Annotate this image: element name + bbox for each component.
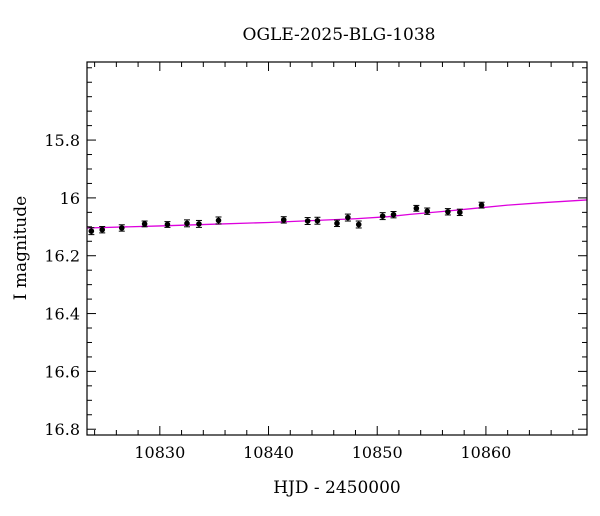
data-point [164,221,171,228]
data-point [344,213,351,222]
data-point [390,210,397,219]
point-marker [184,220,190,227]
data-points [88,201,485,236]
x-tick-label: 10860 [460,443,511,462]
point-marker [88,228,95,234]
point-marker [355,221,362,228]
point-marker [478,202,485,208]
data-point [314,216,321,225]
model-line [86,199,588,229]
model-curve [86,199,588,229]
y-tick-label: 16.8 [44,420,80,439]
y-tick-label: 16 [60,189,80,208]
data-point [195,219,202,228]
y-tick-label: 15.8 [44,131,80,150]
data-point [355,220,362,229]
chart-title: OGLE-2025-BLG-1038 [243,25,436,45]
y-axis-label: I magnitude [11,196,31,300]
data-point [413,204,420,212]
y-tick-label: 16.4 [44,305,80,324]
data-point [280,216,287,224]
point-marker [390,211,397,218]
data-point [456,208,463,217]
point-marker [314,217,321,224]
data-point [184,219,190,228]
point-marker [379,213,386,219]
data-point [88,227,95,236]
point-marker [334,220,340,227]
point-marker [141,221,148,227]
x-tick-label: 10830 [134,443,185,462]
point-marker [304,218,311,224]
y-tick-label: 16.2 [44,247,80,266]
point-marker [345,214,351,221]
point-marker [215,217,222,224]
point-marker [118,225,125,231]
point-marker [424,208,431,214]
data-point [424,207,431,215]
data-point [304,217,311,226]
point-marker [457,209,463,216]
data-point [118,224,125,232]
point-marker [445,208,451,215]
data-point [444,208,451,216]
plot-frame [86,61,588,436]
data-point [379,212,386,221]
data-point [215,216,222,225]
data-point [99,226,106,234]
point-marker [413,205,420,212]
point-marker [280,217,287,223]
x-tick-label: 10840 [243,443,294,462]
y-tick-label: 16.6 [44,362,80,381]
point-marker [99,226,106,233]
data-point [141,220,148,228]
x-tick-label: 10850 [352,443,403,462]
data-point [334,219,340,228]
data-point [478,201,485,209]
point-marker [196,221,202,227]
point-marker [164,221,171,228]
x-axis-label: HJD - 2450000 [273,478,401,498]
axis-ticks: 10830 10840 10850 10860 15.8 16 16.2 16.4 16.6 16… [44,62,587,462]
